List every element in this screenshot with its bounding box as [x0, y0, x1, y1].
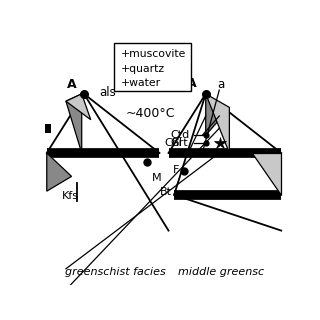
Text: M: M	[152, 173, 161, 183]
Polygon shape	[66, 94, 82, 153]
Text: Chl: Chl	[164, 138, 182, 148]
Text: +muscovite
+quartz
+water: +muscovite +quartz +water	[121, 50, 187, 88]
Text: A: A	[187, 77, 197, 90]
Text: A: A	[67, 78, 76, 92]
FancyBboxPatch shape	[115, 43, 191, 92]
Bar	[45, 124, 51, 133]
Text: Grt: Grt	[170, 138, 188, 148]
Text: F: F	[173, 165, 179, 175]
Polygon shape	[206, 94, 229, 153]
Text: middle greensc: middle greensc	[178, 268, 264, 277]
Text: Bt: Bt	[160, 188, 172, 197]
Polygon shape	[206, 94, 219, 135]
Polygon shape	[252, 153, 281, 195]
Text: Kfs: Kfs	[62, 191, 79, 201]
Text: als: als	[100, 86, 116, 99]
Text: Ctd: Ctd	[171, 130, 190, 140]
Polygon shape	[66, 94, 91, 120]
Polygon shape	[47, 153, 72, 191]
Text: greenschist facies: greenschist facies	[65, 268, 165, 277]
Text: ~400°C: ~400°C	[126, 107, 175, 120]
Text: a: a	[217, 78, 224, 92]
